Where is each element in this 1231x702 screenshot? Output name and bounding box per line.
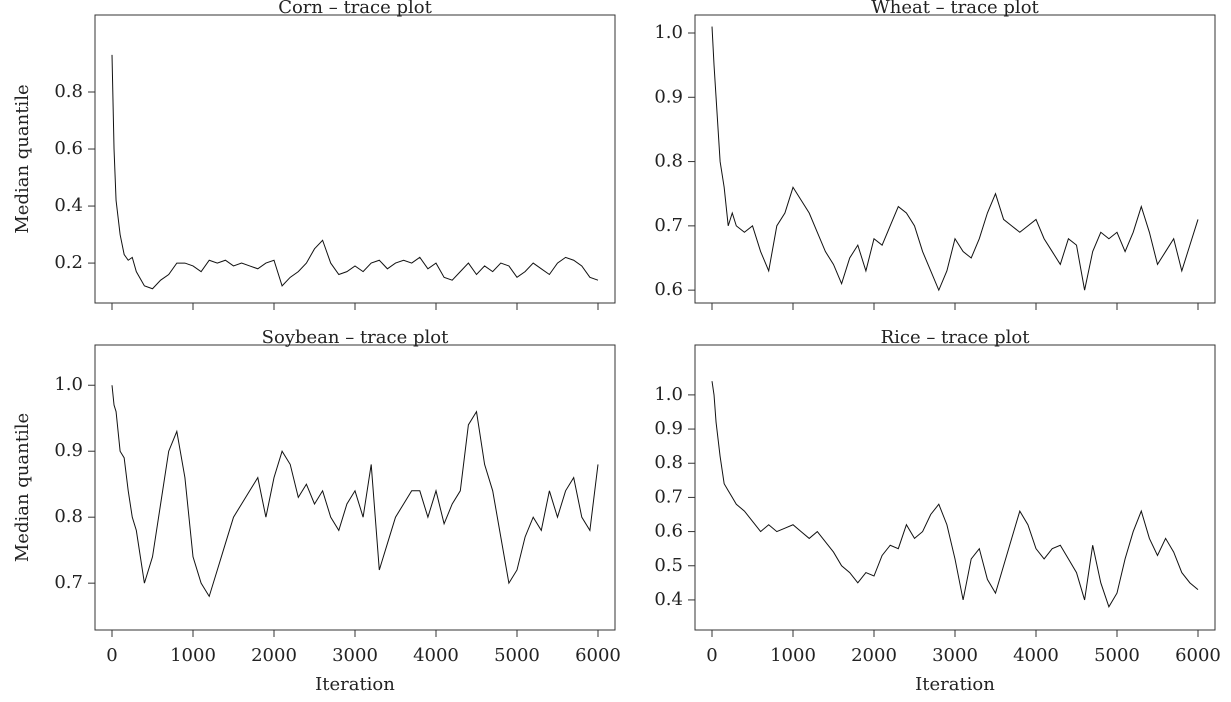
x-tick-label: 6000	[1175, 645, 1221, 666]
plot-frame	[694, 14, 1216, 304]
x-tick-label: 4000	[413, 645, 459, 666]
y-tick-label: 0.8	[54, 506, 83, 527]
x-tick-label: 5000	[1094, 645, 1140, 666]
plot-frame	[94, 14, 616, 304]
x-tick-label: 6000	[575, 645, 621, 666]
y-tick-label: 0.9	[54, 440, 83, 461]
y-tick-label: 0.6	[654, 279, 683, 300]
panel-title: Corn – trace plot	[278, 0, 432, 18]
x-tick-label: 1000	[770, 645, 816, 666]
y-tick-label: 0.9	[654, 418, 683, 439]
x-tick-label: 1000	[170, 645, 216, 666]
y-tick-label: 0.8	[654, 452, 683, 473]
y-tick-label: 0.8	[654, 151, 683, 172]
y-tick-label: 0.9	[654, 86, 683, 107]
trace-line	[111, 385, 599, 598]
trace-line	[111, 54, 599, 290]
x-axis-label: Iteration	[315, 674, 395, 695]
y-axis-label: Median quantile	[12, 413, 33, 562]
x-tick-label: 5000	[494, 645, 540, 666]
y-tick-label: 0.7	[54, 572, 83, 593]
y-tick-label: 0.6	[54, 138, 83, 159]
y-tick-label: 1.0	[654, 22, 683, 43]
y-tick-label: 0.4	[654, 589, 683, 610]
x-tick-label: 0	[706, 645, 717, 666]
y-tick-label: 1.0	[54, 374, 83, 395]
x-tick-label: 4000	[1013, 645, 1059, 666]
x-tick-label: 2000	[251, 645, 297, 666]
x-tick-label: 3000	[332, 645, 378, 666]
y-tick-label: 0.7	[654, 215, 683, 236]
panel-title: Rice – trace plot	[881, 327, 1031, 348]
plot-frame	[694, 344, 1216, 631]
x-tick-label: 0	[106, 645, 117, 666]
y-tick-label: 0.4	[54, 195, 83, 216]
panel-title: Soybean – trace plot	[262, 327, 449, 348]
y-tick-label: 0.6	[654, 521, 683, 542]
x-tick-label: 2000	[851, 645, 897, 666]
y-axis-label: Median quantile	[12, 84, 33, 233]
y-tick-label: 0.5	[654, 555, 683, 576]
x-axis-label: Iteration	[915, 674, 995, 695]
y-tick-label: 1.0	[654, 384, 683, 405]
x-tick-label: 3000	[932, 645, 978, 666]
plot-frame	[94, 344, 616, 631]
trace-line	[711, 381, 1199, 608]
y-tick-label: 0.2	[54, 252, 83, 273]
trace-line	[711, 26, 1199, 292]
y-tick-label: 0.7	[654, 486, 683, 507]
y-tick-label: 0.8	[54, 81, 83, 102]
panel-title: Wheat – trace plot	[871, 0, 1039, 18]
